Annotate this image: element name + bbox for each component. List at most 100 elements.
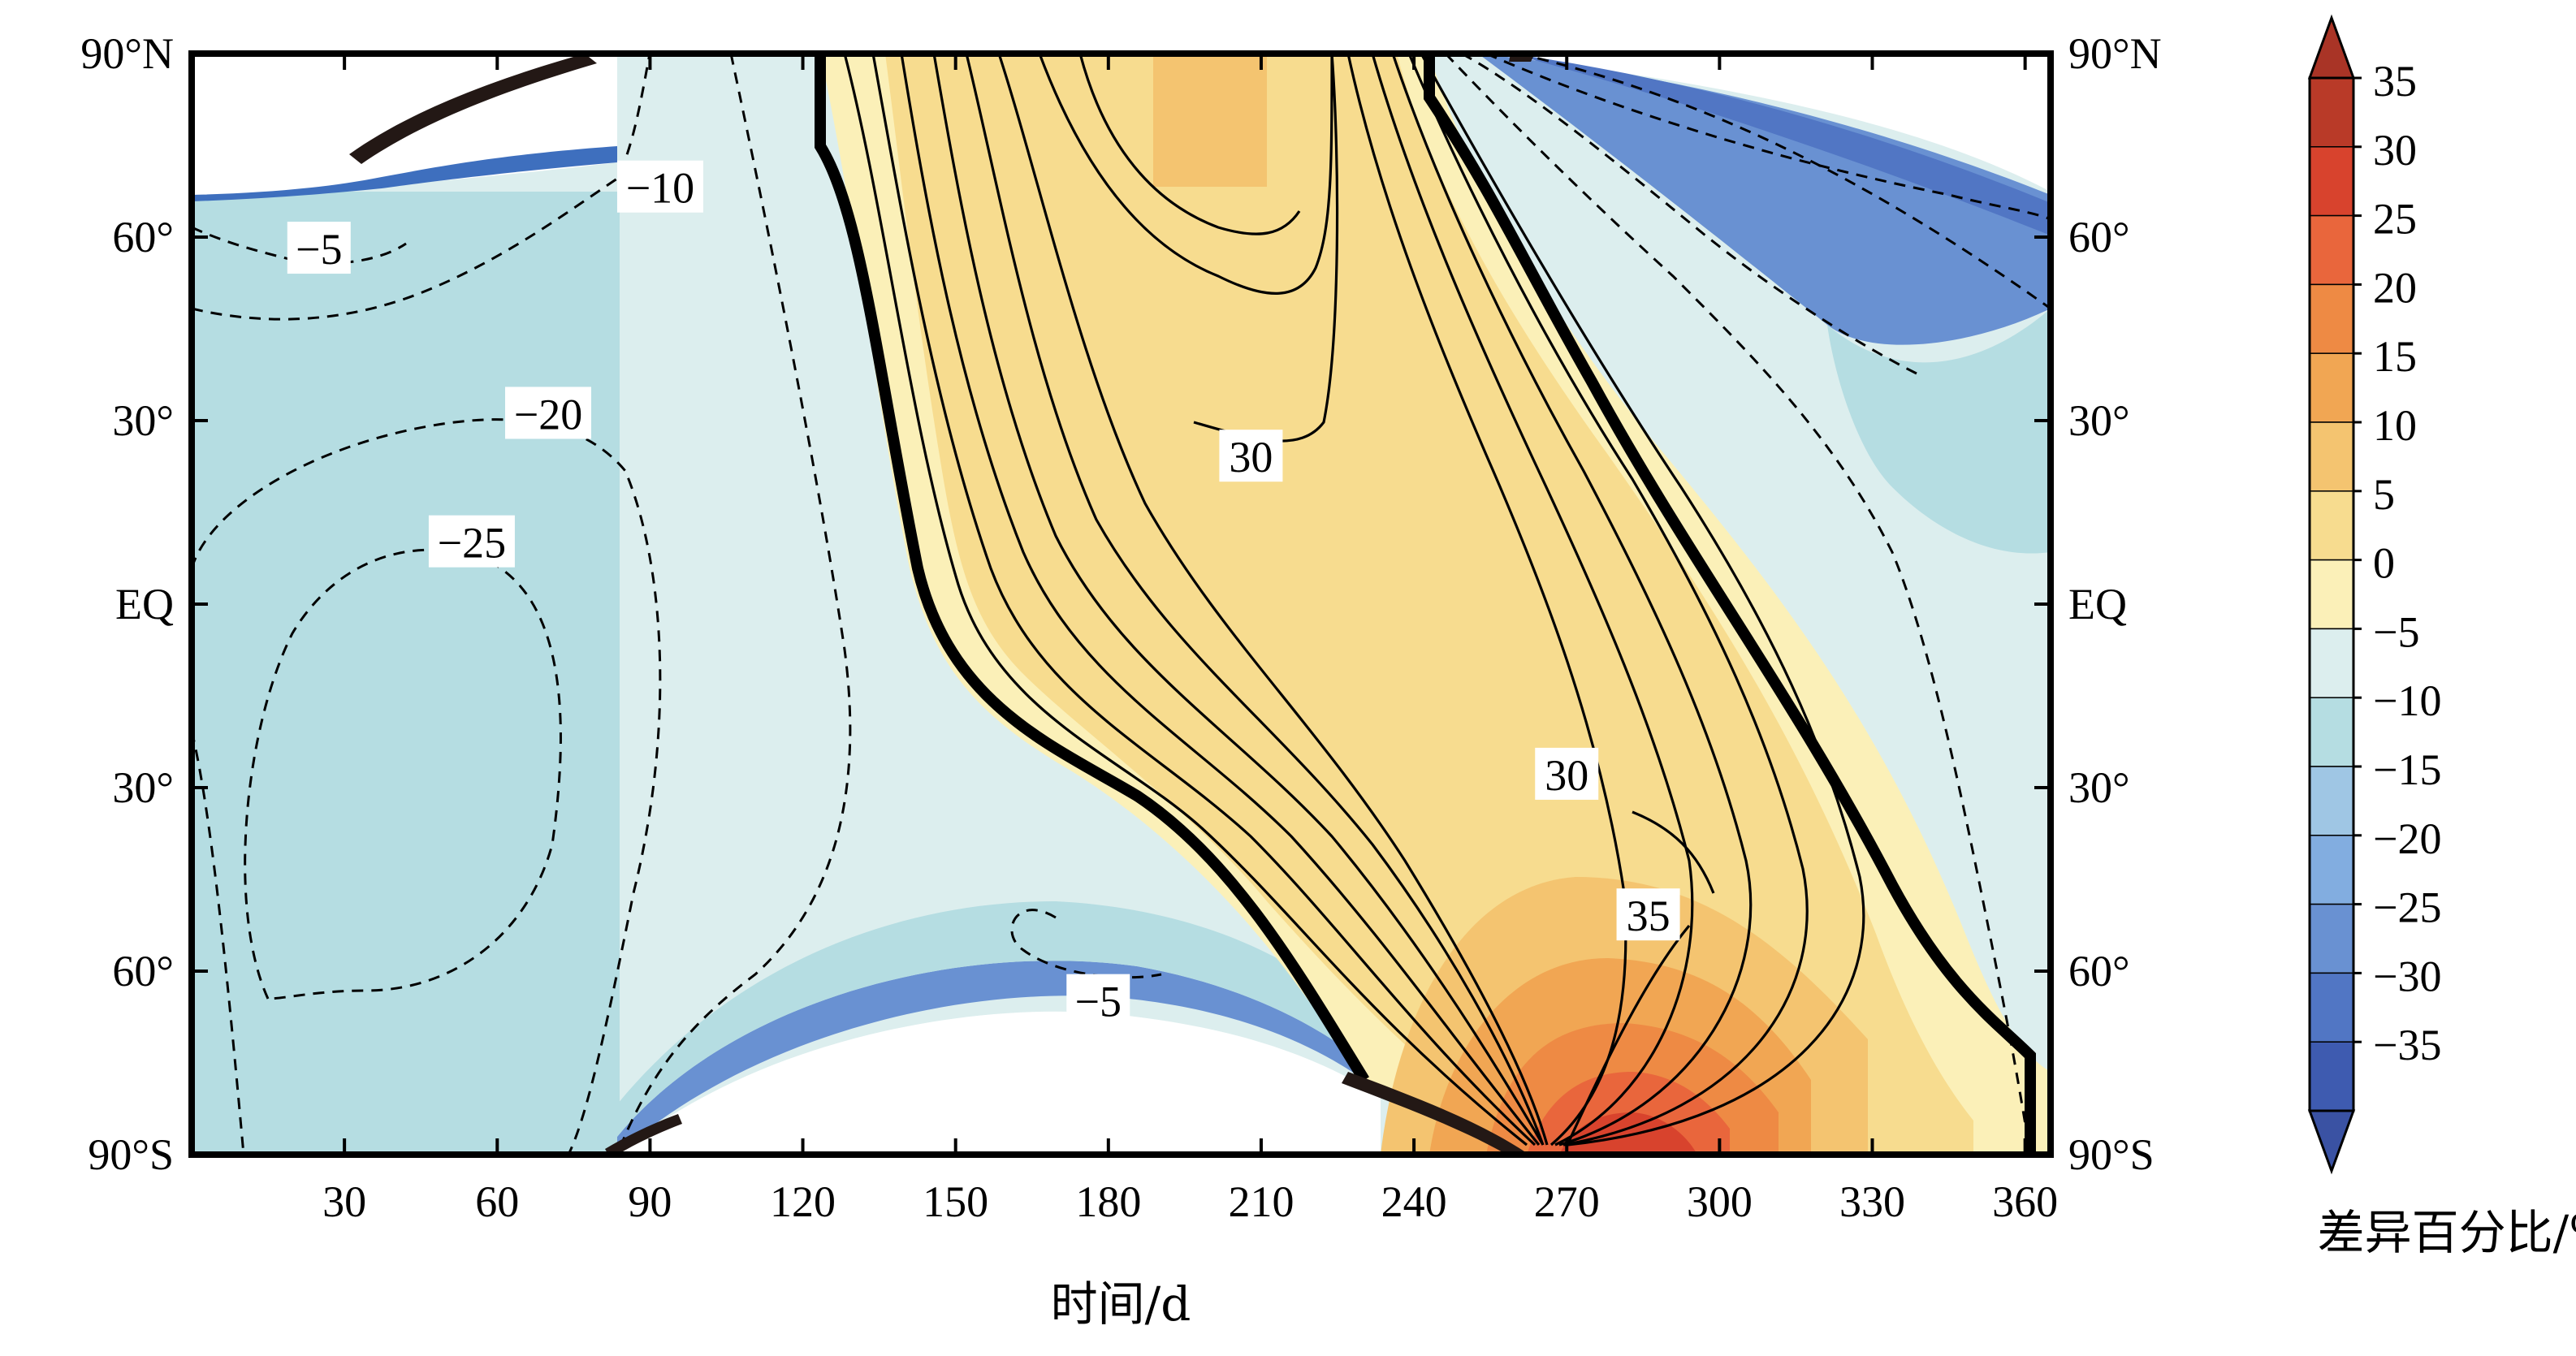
- x-tick-label: 330: [1839, 1177, 1905, 1226]
- y-tick-label-right: 30°: [2068, 396, 2130, 445]
- colorbar-swatch: [2309, 628, 2354, 698]
- field-hot-5: [1559, 1112, 1697, 1155]
- colorbar-title: 差异百分比/%: [2318, 1205, 2576, 1260]
- contour-label-box: [504, 387, 591, 439]
- y-tick-label-left: 60°: [112, 213, 174, 261]
- x-tick-label: 270: [1534, 1177, 1600, 1226]
- x-tick-label: 210: [1228, 1177, 1294, 1226]
- y-tick-label-right: 60°: [2068, 947, 2130, 995]
- contour-label: 30: [1545, 751, 1588, 800]
- neg-contour: [1461, 54, 1917, 375]
- colorbar-label: −5: [2373, 607, 2419, 656]
- pos-contour-loop: [1038, 54, 1333, 295]
- colorbar-arrow-top: [2307, 14, 2356, 80]
- contour-label-box: [1535, 747, 1599, 800]
- colorbar-label: −10: [2373, 676, 2441, 725]
- neg-contour: [1485, 54, 2051, 221]
- colorbar: 35 30 25 20 15 10 5 0 −5 −10 −15 −20 −25 −30 −35: [2307, 14, 2441, 1175]
- contour-label-box: [428, 515, 515, 568]
- x-axis: 30 60 90 120 150 180 210 240 270 300 330 360: [322, 54, 2058, 1226]
- neg-contour: [616, 54, 852, 1155]
- x-tick-label: 180: [1075, 1177, 1141, 1226]
- colorbar-swatch: [2309, 490, 2354, 561]
- colorbar-frame: [2308, 76, 2355, 1112]
- contour-label-box: [1066, 974, 1130, 1026]
- pos-contour: [871, 54, 1537, 1147]
- colorbar-label: 0: [2373, 539, 2395, 588]
- colorbar-label: 20: [2373, 263, 2417, 312]
- pos-contour: [965, 54, 1545, 1146]
- colorbar-swatch: [2309, 214, 2354, 286]
- pos-contour: [1420, 54, 1865, 1147]
- x-axis-title: 时间/d: [1051, 1276, 1191, 1332]
- colorbar-swatch: [2309, 352, 2354, 423]
- neg-contour: [1444, 54, 2032, 1155]
- y-tick-label-left: 30°: [112, 396, 174, 445]
- field-yellow-mid: [885, 54, 1973, 1155]
- y-tick-label-right: 60°: [2068, 213, 2130, 261]
- zero-contour-left: [815, 54, 1369, 1083]
- beads-tl: [349, 54, 597, 164]
- field-lightblue-bottom: [617, 901, 1397, 1137]
- neg-contour-25: [244, 548, 562, 1000]
- pos-contour: [900, 54, 1541, 1147]
- colorbar-arrow-bottom: [2307, 1109, 2356, 1175]
- neg-contour: [192, 54, 651, 321]
- contour-label-box: [1219, 430, 1283, 482]
- contour-label-box: [287, 222, 351, 274]
- y-tick-label-left: EQ: [115, 580, 174, 628]
- colorbar-swatch: [2309, 972, 2354, 1043]
- colorbar-label: −30: [2373, 952, 2441, 1000]
- colorbar-label: 10: [2373, 401, 2417, 450]
- field-left-band: [192, 192, 620, 1155]
- neg-contour: [192, 730, 245, 1155]
- colorbar-label: 30: [2373, 126, 2417, 175]
- heatmap-field: [192, 54, 2051, 1155]
- y-tick-label-left: 30°: [112, 763, 174, 812]
- x-tick-label: 60: [475, 1177, 519, 1226]
- beads-bottom: [1342, 1072, 1527, 1155]
- colorbar-swatch: [2309, 146, 2354, 217]
- neg-contour-20: [192, 418, 662, 1155]
- y-tick-label-right: 90°N: [2068, 29, 2162, 78]
- zero-contour-right: [1424, 54, 2036, 1155]
- pos-contour-35: [1566, 810, 1715, 1146]
- field-lightblue-tr: [1827, 309, 2051, 554]
- y-tick-label-left: 90°S: [88, 1130, 174, 1179]
- y-tick-label-left: 90°N: [80, 29, 174, 78]
- y-tick-label-right: EQ: [2068, 580, 2127, 628]
- colorbar-label: 15: [2373, 332, 2417, 381]
- contour-label: −10: [626, 164, 694, 213]
- contour-label-box: [616, 160, 703, 213]
- contour-label: −5: [1075, 978, 1122, 1026]
- pos-contour: [1346, 54, 1627, 1147]
- y-axis-left: 90°N 60° 30° EQ 30° 60° 90°S: [80, 29, 208, 1179]
- colorbar-label: −25: [2373, 883, 2441, 932]
- field-orange-top: [1153, 54, 1267, 187]
- field-cap-tr: [1478, 54, 2051, 192]
- contour-label: −25: [438, 519, 506, 568]
- colorbar-swatch: [2309, 1041, 2354, 1112]
- colorbar-label: 5: [2373, 470, 2395, 519]
- pos-contour: [1391, 54, 1753, 1147]
- negative-contours: [192, 54, 2051, 1155]
- neg-contour: [1518, 54, 2051, 310]
- colorbar-swatch: [2309, 421, 2354, 492]
- colorbar-label: −15: [2373, 745, 2441, 794]
- y-tick-label-right: 30°: [2068, 763, 2130, 812]
- y-tick-label-right: 90°S: [2068, 1130, 2155, 1179]
- contour-label: 35: [1627, 892, 1671, 940]
- pos-contour: [843, 54, 1528, 1147]
- field-cap-bottom: [617, 1011, 1381, 1155]
- pos-contour: [932, 54, 1545, 1146]
- x-tick-label: 90: [628, 1177, 672, 1226]
- y-axis-right: 90°N 60° 30° EQ 30° 60° 90°S: [2034, 29, 2162, 1179]
- colorbar-swatch: [2309, 697, 2354, 767]
- contour-label: −20: [514, 390, 582, 438]
- pos-contour: [1407, 54, 1809, 1147]
- colorbar-swatch: [2309, 835, 2354, 905]
- beads-bl: [605, 1114, 682, 1155]
- field-blue-tl: [192, 146, 617, 201]
- colorbar-swatch: [2309, 766, 2354, 836]
